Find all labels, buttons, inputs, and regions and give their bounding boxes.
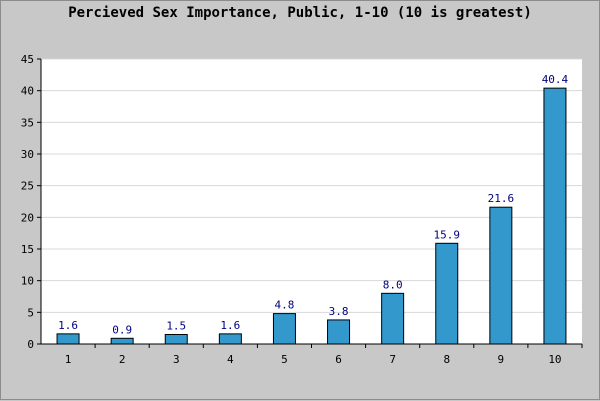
bar <box>164 334 188 345</box>
bar <box>489 206 513 345</box>
bar-value-label: 15.9 <box>434 228 461 241</box>
y-tick-label: 10 <box>21 275 34 288</box>
y-tick-label: 40 <box>21 85 34 98</box>
bar-value-label: 40.4 <box>542 73 569 86</box>
bar-value-label: 4.8 <box>275 299 295 312</box>
bar <box>435 242 459 345</box>
bar <box>327 319 351 345</box>
bar <box>110 337 134 345</box>
bar-value-label: 8.0 <box>383 278 403 291</box>
bar-value-label: 1.6 <box>58 319 78 332</box>
y-tick-label: 25 <box>21 180 34 193</box>
x-tick-label: 4 <box>227 353 234 366</box>
bar <box>272 313 296 345</box>
y-tick-label: 0 <box>27 338 34 351</box>
y-tick-label: 20 <box>21 211 34 224</box>
bar-value-label: 3.8 <box>329 305 349 318</box>
bar-value-label: 0.9 <box>112 323 132 336</box>
x-tick-label: 2 <box>119 353 126 366</box>
x-tick-label: 6 <box>335 353 342 366</box>
x-tick-label: 9 <box>498 353 505 366</box>
bar <box>543 87 567 345</box>
x-tick-label: 8 <box>443 353 450 366</box>
bar <box>218 333 242 345</box>
bar-value-label: 21.6 <box>488 192 515 205</box>
y-tick-label: 5 <box>27 306 34 319</box>
y-tick-label: 15 <box>21 243 34 256</box>
y-tick-label: 35 <box>21 116 34 129</box>
x-tick-label: 5 <box>281 353 288 366</box>
bar <box>56 333 80 345</box>
y-tick-label: 30 <box>21 148 34 161</box>
x-tick-label: 10 <box>548 353 561 366</box>
bar-value-label: 1.5 <box>166 320 186 333</box>
y-tick-label: 45 <box>21 53 34 66</box>
x-tick-label: 3 <box>173 353 180 366</box>
x-tick-label: 7 <box>389 353 396 366</box>
bar <box>381 292 405 345</box>
x-tick-label: 1 <box>65 353 72 366</box>
chart-title: Percieved Sex Importance, Public, 1-10 (… <box>68 5 532 21</box>
bar-value-label: 1.6 <box>220 319 240 332</box>
